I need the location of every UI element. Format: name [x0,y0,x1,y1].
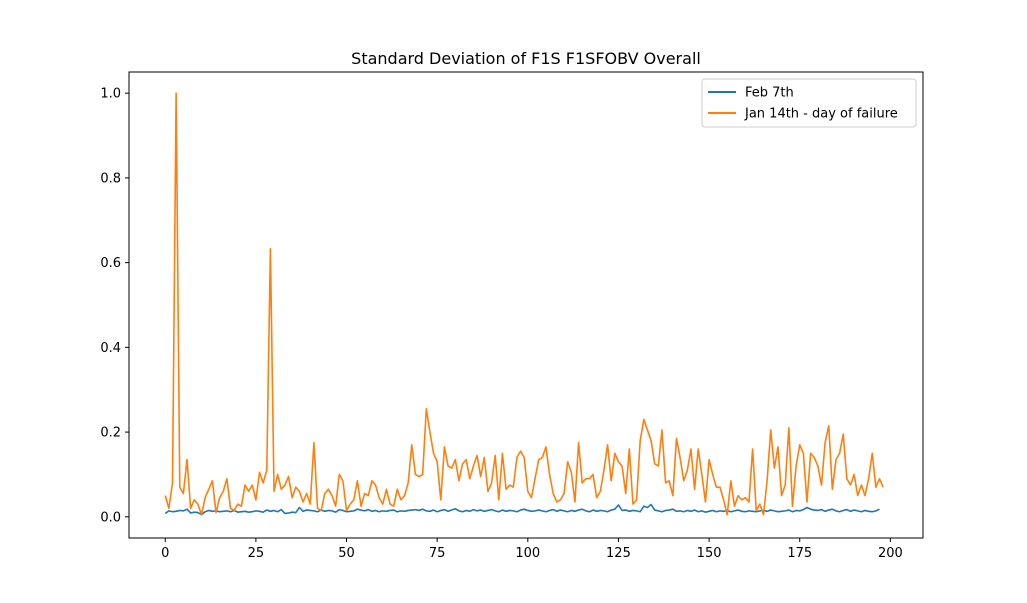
legend-label-1: Jan 14th - day of failure [744,107,898,122]
y-tick-label: 0.4 [100,341,121,356]
y-axis: 0.0 0.2 0.4 0.6 0.8 1.0 [100,87,129,525]
x-tick-label: 200 [878,546,903,561]
x-axis: 0 25 50 75 100 125 150 175 200 [161,538,903,561]
series-line-1 [164,92,884,516]
series-line-0 [164,503,880,516]
x-tick-label: 125 [606,546,631,561]
x-tick-label: 75 [429,546,446,561]
x-tick-label: 100 [515,546,540,561]
series-layer [164,92,884,516]
x-tick-label: 150 [697,546,722,561]
chart-title: Standard Deviation of F1S F1SFOBV Overal… [351,49,701,68]
y-tick-label: 0.2 [100,426,121,441]
legend-box [701,78,917,128]
legend-label-0: Feb 7th [745,86,794,101]
legend: Feb 7th Jan 14th - day of failure [701,78,917,128]
y-tick-label: 0.0 [100,510,121,525]
plot-area-frame [128,71,924,539]
x-tick-label: 0 [161,546,169,561]
y-tick-label: 0.6 [100,256,121,271]
x-tick-label: 25 [248,546,265,561]
x-tick-label: 175 [787,546,812,561]
y-tick-label: 0.8 [100,171,121,186]
x-tick-label: 50 [338,546,355,561]
y-tick-label: 1.0 [100,87,121,102]
